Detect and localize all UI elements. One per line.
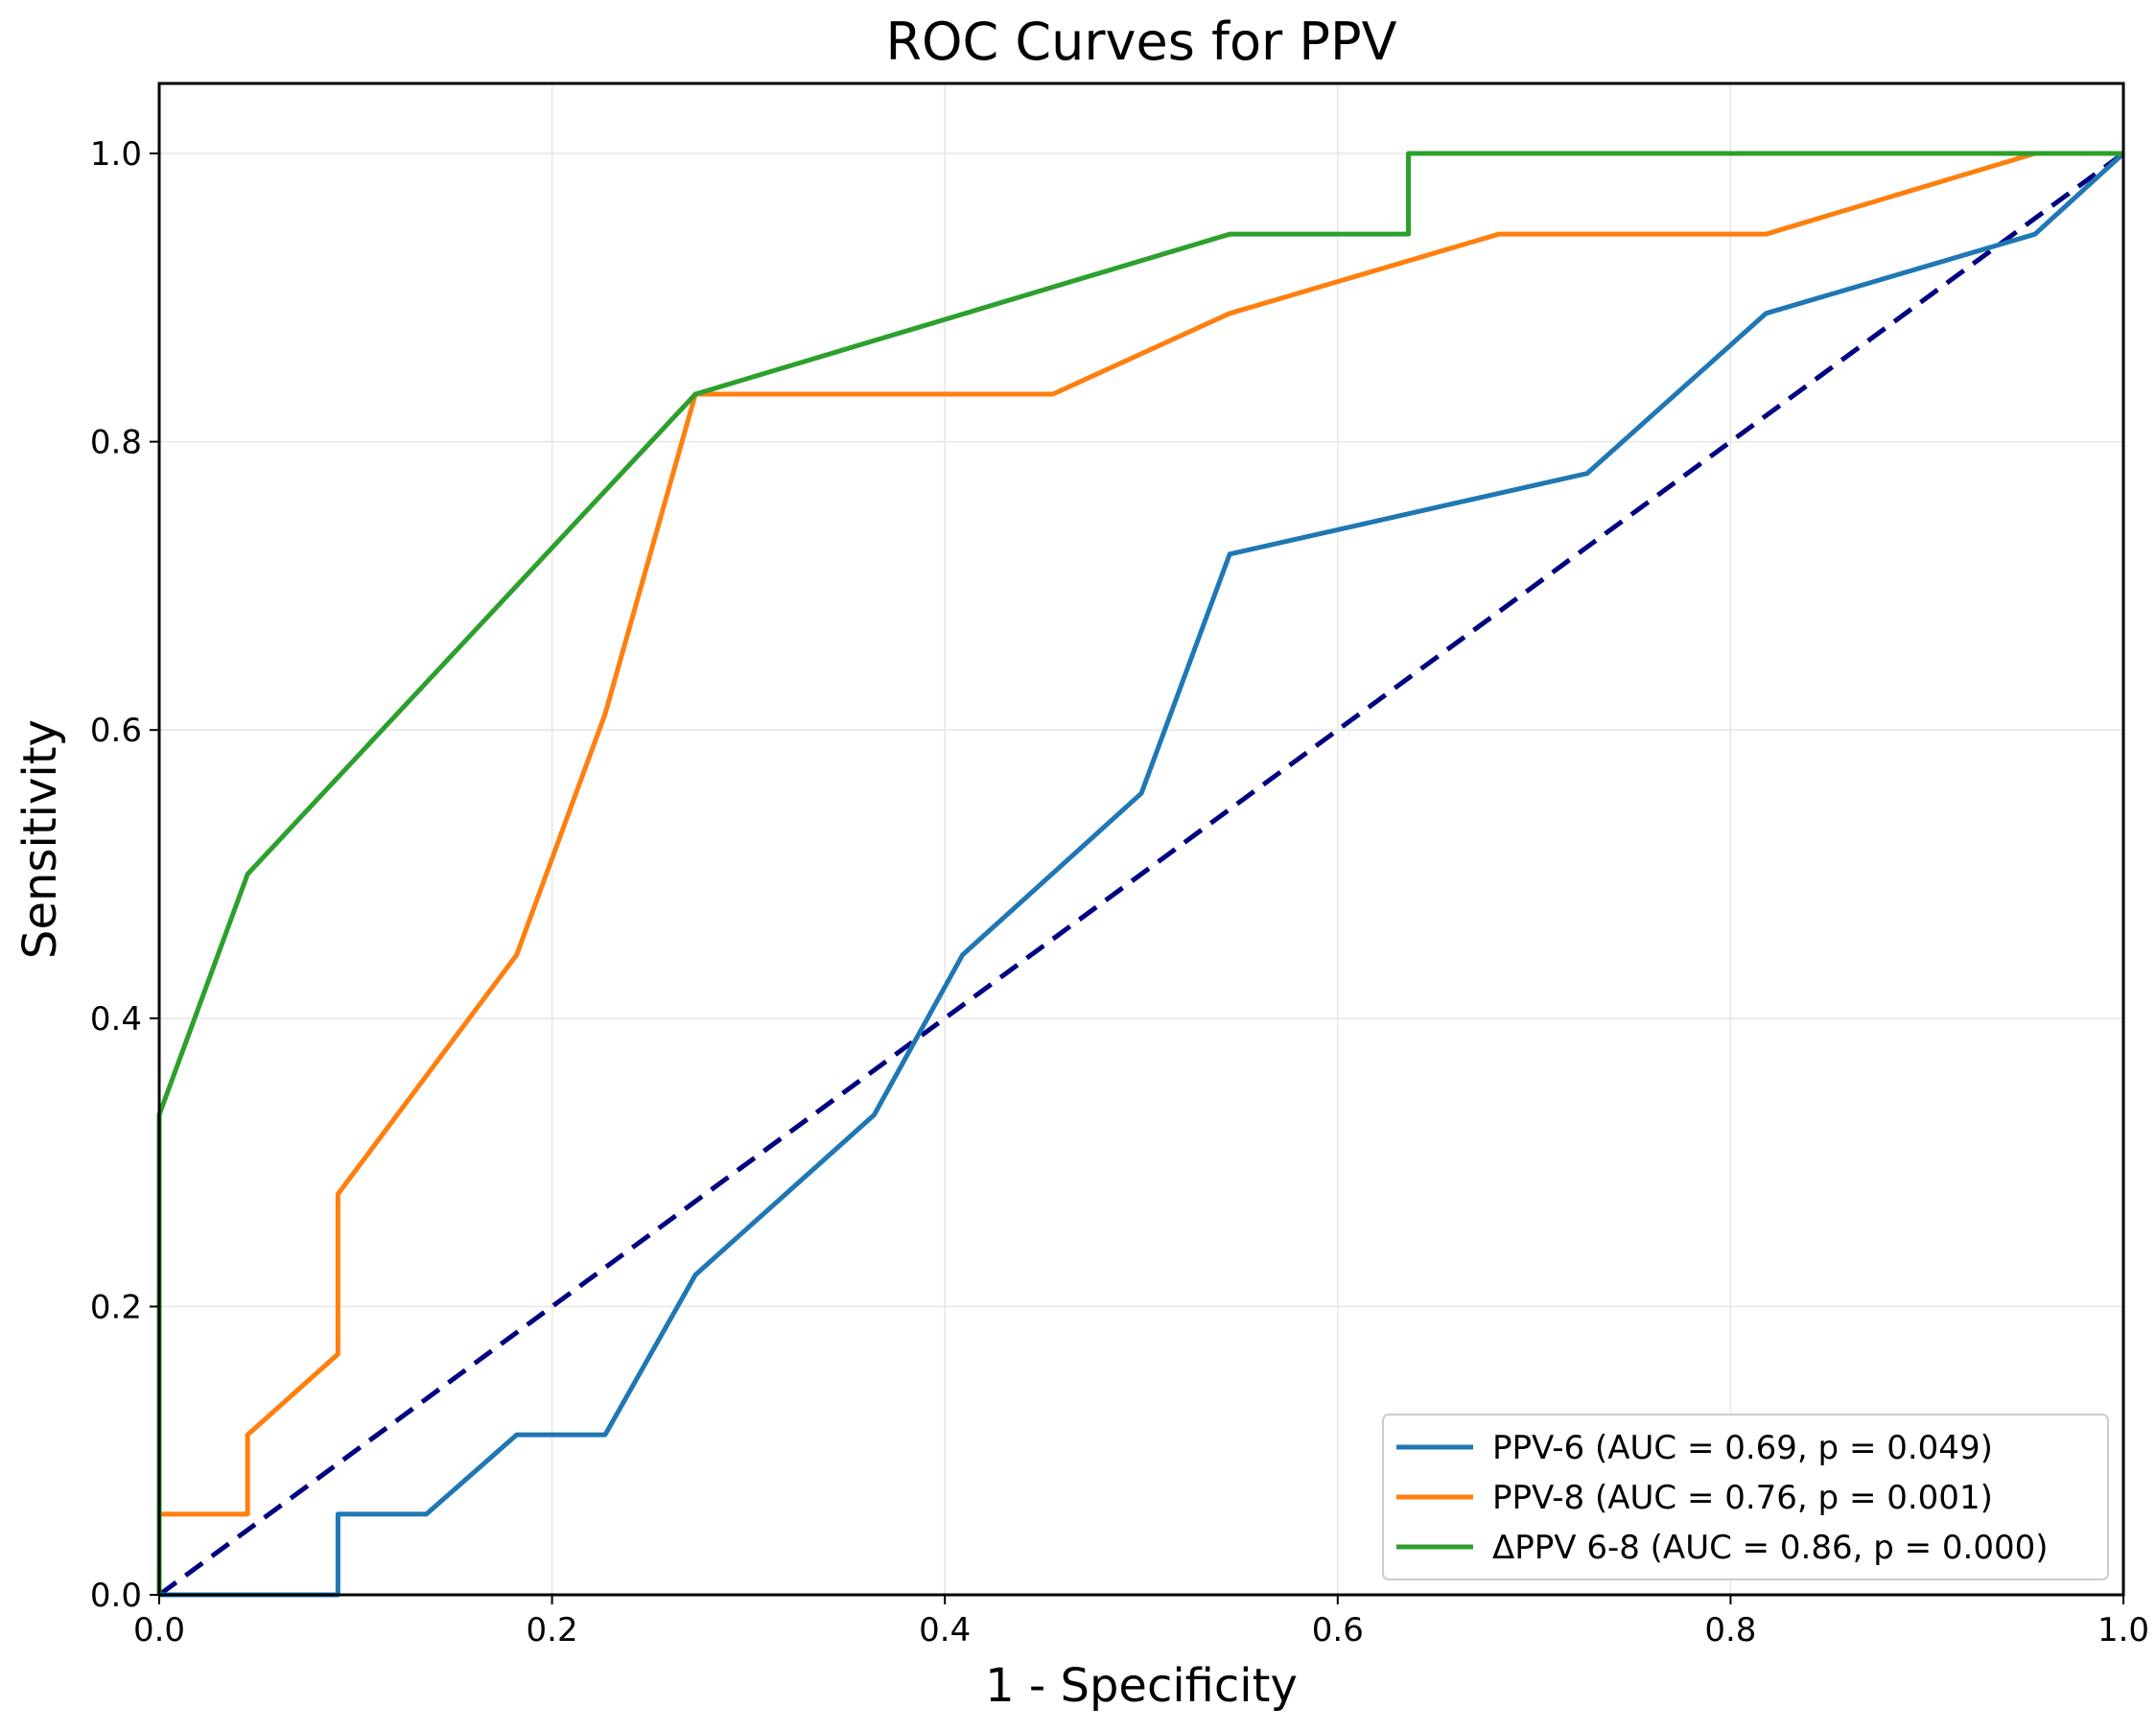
legend-box bbox=[1382, 1414, 2109, 1580]
chance-diagonal-line bbox=[157, 151, 2125, 1598]
tick-layer: 0.0 0.2 0.4 0.6 0.8 1.0 0.0 0.2 0.4 0.6 0.8 1.0 bbox=[90, 135, 2149, 1649]
x-tick-label: 0.4 bbox=[919, 1611, 971, 1649]
x-tick-label: 0.0 bbox=[133, 1611, 185, 1649]
roc-series-line-3 bbox=[156, 151, 2123, 1595]
series-layer bbox=[156, 151, 2125, 1598]
roc-series-line-1 bbox=[159, 152, 2125, 1598]
y-tick-label: 0.0 bbox=[90, 1577, 142, 1615]
y-tick-label: 1.0 bbox=[90, 135, 142, 174]
reference-layer bbox=[157, 151, 2125, 1598]
y-tick-label: 0.6 bbox=[90, 712, 142, 750]
y-axis-title: Sensitivity bbox=[13, 719, 67, 959]
chart-title: ROC Curves for PPV bbox=[886, 12, 1397, 72]
x-axis-title: 1 - Specificity bbox=[985, 1659, 1298, 1713]
plot-frame bbox=[157, 82, 2125, 1597]
legend-label: ΔPPV 6-8 (AUC = 0.86, p = 0.000) bbox=[1492, 1529, 2049, 1567]
y-tick-label: 0.8 bbox=[90, 424, 142, 462]
grid-layer bbox=[158, 83, 2124, 1596]
roc-series-line-2 bbox=[156, 151, 2123, 1595]
legend-label: PPV-8 (AUC = 0.76, p = 0.001) bbox=[1492, 1479, 1993, 1517]
x-tick-label: 0.8 bbox=[1704, 1611, 1756, 1649]
legend: PPV-6 (AUC = 0.69, p = 0.049) PPV-8 (AUC … bbox=[1382, 1414, 2109, 1580]
legend-label: PPV-6 (AUC = 0.69, p = 0.049) bbox=[1492, 1429, 1993, 1467]
x-tick-label: 0.6 bbox=[1312, 1611, 1364, 1649]
x-tick-label: 0.2 bbox=[527, 1611, 578, 1649]
y-tick-label: 0.2 bbox=[90, 1288, 142, 1326]
x-tick-label: 1.0 bbox=[2097, 1611, 2149, 1649]
y-tick-label: 0.4 bbox=[90, 1000, 142, 1039]
